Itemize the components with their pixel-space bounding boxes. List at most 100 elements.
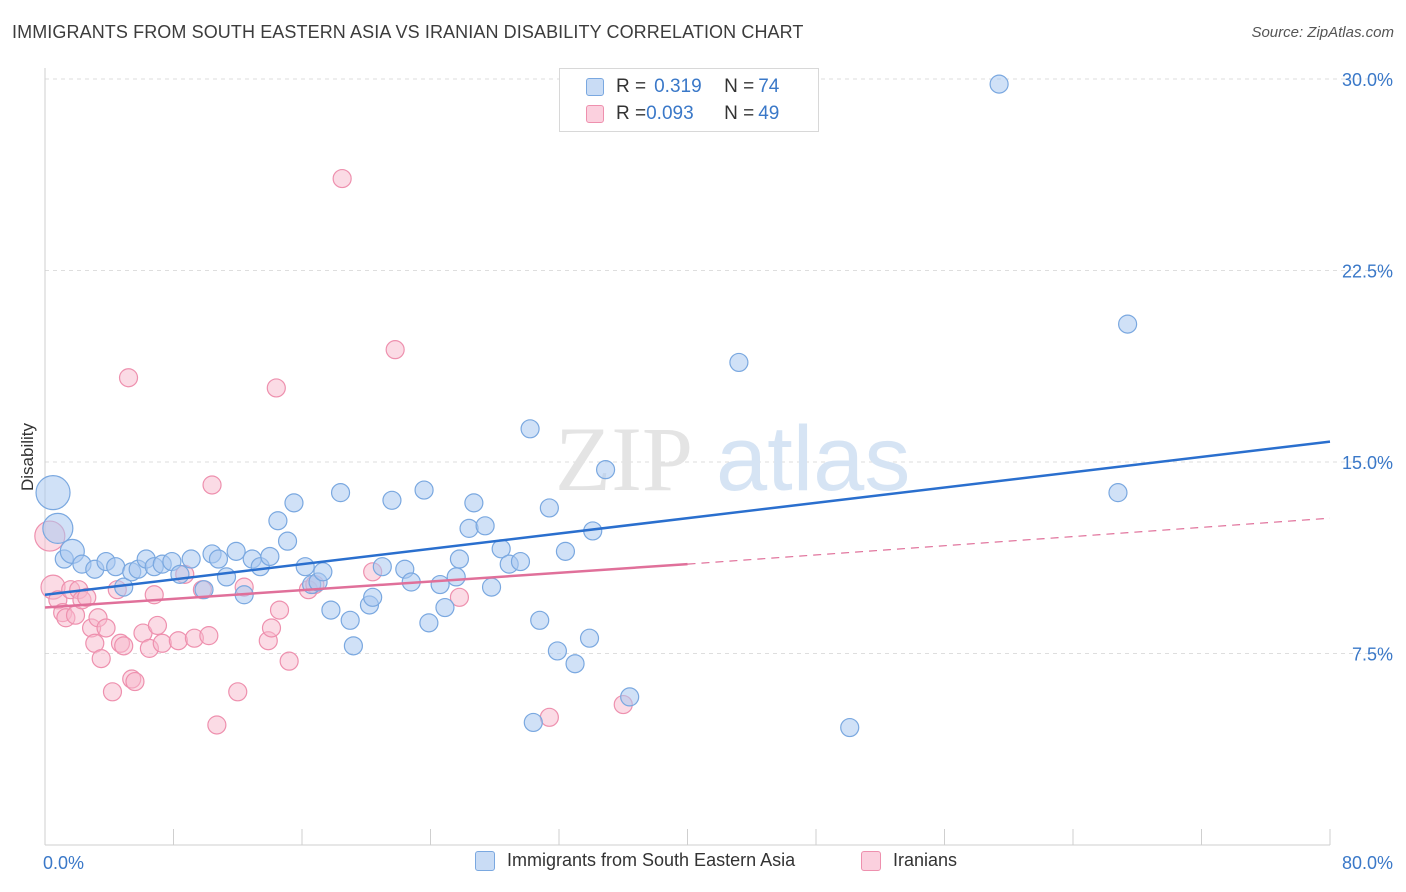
trend-lines	[44, 440, 1331, 609]
y-axis-label: Disability	[18, 422, 37, 491]
trend-line-iranians	[44, 562, 688, 609]
point-iranians	[91, 649, 111, 669]
point-iranians	[202, 475, 222, 495]
trend-line-iranians-extension	[687, 517, 1331, 565]
point-immigrants	[523, 712, 543, 733]
point-iranians	[152, 633, 172, 653]
point-immigrants	[42, 512, 74, 544]
point-iranians	[96, 618, 116, 638]
point-immigrants	[277, 531, 298, 551]
x-tick-label: 80.0%	[1342, 853, 1393, 873]
point-immigrants	[547, 641, 567, 661]
watermark-atlas: atlas	[716, 408, 910, 510]
legend-item-immigrants: Immigrants from South Eastern Asia	[475, 850, 795, 871]
legend-r-label: R =	[616, 103, 647, 124]
point-immigrants	[181, 549, 201, 569]
correlation-legend: R = 0.319 N = 74 R = 0.093 N = 49	[559, 68, 819, 132]
point-iranians	[449, 587, 470, 607]
legend-r-value: 0.093	[646, 103, 694, 124]
legend-n-label: N =	[724, 103, 755, 124]
point-iranians	[228, 682, 248, 702]
y-tick-label: 22.5%	[1342, 262, 1393, 282]
x-tick-labels: 0.0% 80.0%	[43, 853, 1393, 873]
legend-label-iranians: Iranians	[893, 850, 958, 870]
point-immigrants	[226, 541, 246, 561]
point-immigrants	[363, 587, 383, 607]
gridlines	[45, 78, 1392, 654]
x-tick-label: 0.0%	[43, 853, 84, 873]
legend-r-value: 0.319	[654, 76, 702, 97]
point-immigrants	[295, 557, 315, 577]
point-immigrants	[446, 567, 466, 587]
legend-n-label: N =	[724, 76, 755, 97]
point-immigrants	[268, 511, 288, 531]
point-immigrants	[208, 549, 229, 569]
point-immigrants	[435, 597, 455, 618]
series-legend: Immigrants from South Eastern Asia Irani…	[0, 850, 1406, 878]
legend-item-iranians: Iranians	[861, 850, 957, 871]
source-label: Source: ZipAtlas.com	[1251, 24, 1394, 41]
point-immigrants	[579, 628, 600, 648]
point-iranians	[266, 378, 286, 398]
point-iranians	[102, 682, 123, 702]
y-tick-label: 7.5%	[1352, 645, 1393, 665]
point-iranians	[385, 340, 405, 360]
point-iranians	[77, 587, 97, 607]
point-immigrants	[343, 636, 363, 656]
data-points	[34, 74, 1138, 738]
point-immigrants	[555, 541, 576, 561]
point-immigrants	[595, 460, 616, 480]
point-immigrants	[419, 613, 439, 633]
point-iranians	[332, 168, 352, 189]
point-immigrants	[35, 475, 71, 511]
legend-swatch-blue	[475, 850, 495, 871]
series-iranians	[34, 168, 633, 735]
legend-n-value: 49	[758, 103, 780, 124]
point-immigrants	[520, 419, 540, 439]
point-iranians	[168, 631, 188, 651]
point-iranians	[147, 615, 168, 636]
point-immigrants	[530, 610, 550, 630]
point-immigrants	[284, 493, 304, 513]
legend-swatch-pink	[861, 850, 881, 871]
point-immigrants	[430, 574, 450, 595]
point-immigrants	[989, 74, 1009, 94]
point-immigrants	[1108, 483, 1128, 503]
trend-line-immigrants	[44, 440, 1331, 597]
y-tick-label: 30.0%	[1342, 70, 1393, 90]
point-immigrants	[729, 352, 749, 373]
point-iranians	[207, 715, 227, 735]
y-tick-label: 15.0%	[1342, 453, 1393, 473]
point-immigrants	[510, 551, 531, 572]
point-immigrants	[459, 518, 479, 538]
watermark-zip: ZIP	[555, 408, 693, 510]
legend-row-immigrants: R = 0.319 N = 74	[586, 74, 779, 100]
point-immigrants	[1118, 314, 1138, 334]
point-immigrants	[840, 717, 860, 738]
point-immigrants	[330, 483, 351, 503]
point-immigrants	[449, 549, 470, 569]
point-iranians	[114, 636, 134, 656]
watermark: ZIP atlas	[555, 408, 910, 510]
point-immigrants	[481, 577, 502, 597]
legend-n-value: 74	[758, 76, 780, 97]
point-iranians	[539, 707, 559, 727]
legend-swatch-blue	[586, 78, 604, 96]
point-immigrants	[372, 557, 392, 577]
point-immigrants	[321, 600, 341, 620]
legend-r-label: R =	[616, 76, 647, 97]
point-immigrants	[313, 562, 333, 582]
point-immigrants	[382, 490, 402, 510]
point-iranians	[261, 618, 282, 638]
point-immigrants	[194, 580, 214, 600]
axes	[44, 68, 1331, 846]
point-immigrants	[260, 546, 280, 567]
point-iranians	[125, 671, 145, 692]
point-immigrants	[475, 516, 495, 536]
point-immigrants	[539, 498, 559, 518]
y-tick-labels: 7.5% 15.0% 22.5% 30.0%	[1342, 70, 1393, 665]
point-immigrants	[216, 567, 237, 587]
point-iranians	[269, 600, 290, 620]
legend-row-iranians: R = 0.093 N = 49	[586, 101, 779, 127]
